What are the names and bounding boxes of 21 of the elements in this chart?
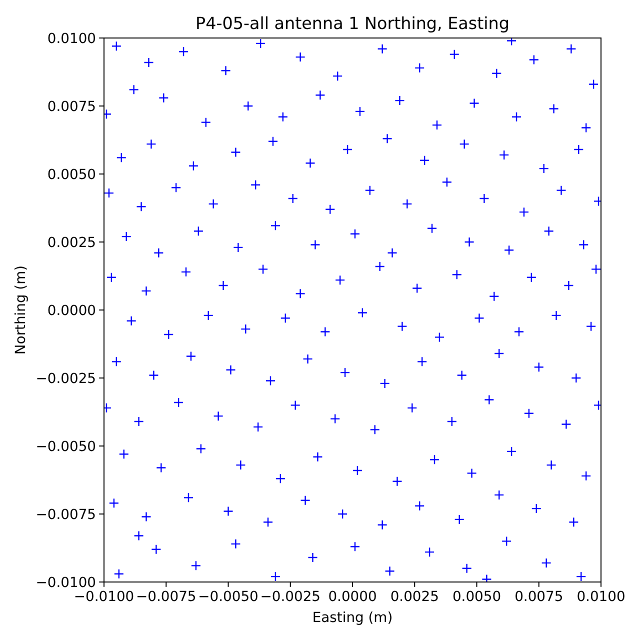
x-tick-label: 0.0000	[328, 589, 377, 605]
y-tick-label: 0.0050	[47, 166, 96, 183]
y-axis-title: Northing (m)	[13, 265, 29, 355]
y-tick-label: 0.0100	[47, 30, 96, 47]
y-tick-label: 0.0075	[47, 98, 96, 115]
y-tick-label: −0.0025	[36, 370, 96, 387]
chart-title: P4-05-all antenna 1 Northing, Easting	[196, 13, 510, 33]
x-tick-label: 0.0050	[452, 589, 502, 605]
y-tick-label: 0.0025	[47, 234, 96, 251]
x-tick-label: 0.0100	[576, 589, 626, 605]
y-tick-label: 0.0000	[47, 302, 96, 319]
x-tick-label: 0.0075	[514, 589, 564, 605]
x-tick-label: −0.0100	[74, 589, 134, 605]
y-tick-label: −0.0100	[36, 574, 96, 591]
x-tick-label: 0.0025	[390, 589, 439, 605]
x-axis-title: Easting (m)	[312, 610, 393, 626]
x-tick-label: −0.0025	[260, 589, 320, 605]
y-tick-label: −0.0050	[36, 438, 96, 455]
x-tick-label: −0.0075	[136, 589, 196, 605]
x-tick-label: −0.0050	[198, 589, 258, 605]
y-tick-label: −0.0075	[36, 506, 96, 523]
